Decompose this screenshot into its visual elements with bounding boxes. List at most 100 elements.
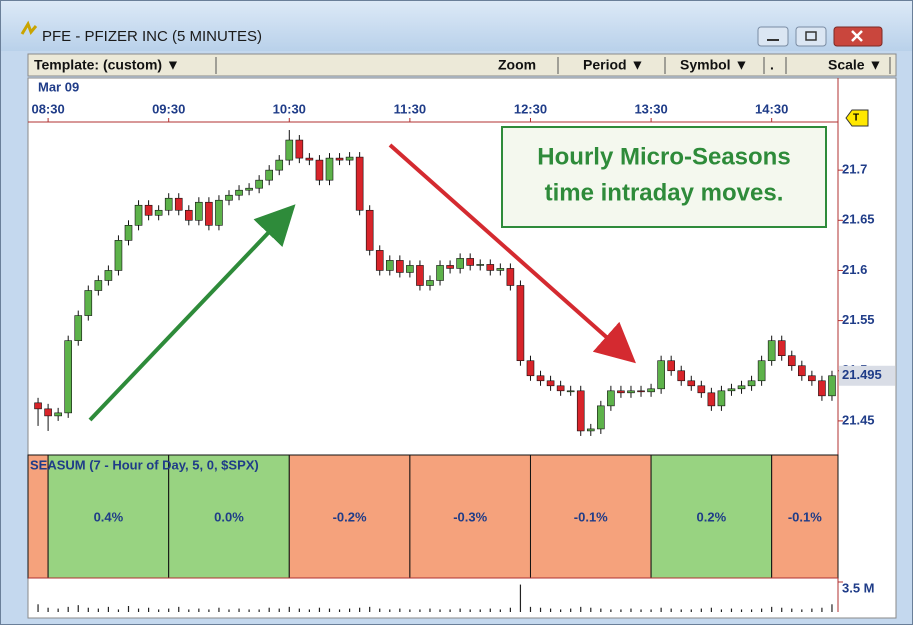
candle-body	[798, 365, 806, 377]
x-tick-label: 12:30	[514, 101, 547, 116]
last-price-label: 21.495	[842, 367, 882, 382]
season-band	[771, 454, 839, 579]
season-value-label: -0.1%	[574, 509, 608, 524]
candle-body	[416, 265, 424, 286]
candle-body	[114, 240, 123, 271]
candle-body	[667, 360, 675, 372]
candle-body	[355, 156, 364, 211]
candle-body	[54, 412, 62, 417]
candle-body	[476, 264, 485, 266]
marker-label: T	[853, 113, 859, 124]
window-title: PFE - PFIZER INC (5 MINUTES)	[42, 28, 262, 45]
candle-body	[64, 340, 72, 414]
season-value-label: 0.2%	[697, 509, 727, 524]
candle-body	[767, 340, 776, 362]
indicator-title: SEASUM (7 - Hour of Day, 5, 0, $SPX)	[30, 457, 259, 472]
candle-body	[345, 156, 354, 161]
y-tick-label: 21.55	[842, 312, 875, 327]
candle-body	[828, 375, 836, 397]
candle-body	[275, 159, 284, 171]
candle-body	[184, 209, 193, 221]
season-band	[27, 454, 49, 579]
season-value-label: 0.4%	[94, 509, 124, 524]
candle-body	[74, 315, 83, 341]
candle-body	[466, 258, 474, 266]
candle-body	[576, 390, 585, 432]
candle-body	[305, 157, 314, 161]
season-value-label: -0.1%	[788, 509, 822, 524]
season-band	[288, 454, 411, 579]
candle-body	[94, 280, 103, 291]
candle-body	[808, 375, 816, 382]
candle-body	[687, 380, 696, 387]
last-price-box	[839, 365, 895, 386]
candle-body	[536, 375, 545, 382]
candle-body	[757, 360, 766, 382]
candle-body	[34, 402, 42, 410]
candle-body	[225, 194, 233, 201]
toolbar-button: Template: (custom) ▼	[34, 57, 180, 73]
candle-body	[205, 201, 213, 226]
down-arrow	[388, 143, 636, 364]
season-band	[168, 454, 290, 579]
candle-body	[526, 360, 535, 377]
candle-body	[285, 139, 294, 161]
candle-body	[195, 201, 203, 221]
candle-body	[375, 250, 384, 271]
candle-body	[647, 388, 655, 393]
candle-body	[174, 197, 183, 211]
season-band	[47, 454, 170, 579]
date-label: Mar 09	[38, 79, 79, 94]
up-arrow	[88, 204, 296, 422]
candle-body	[295, 139, 304, 159]
candle-body	[737, 385, 746, 390]
season-value-label: 0.0%	[214, 509, 244, 524]
candle-body	[436, 265, 444, 281]
candle-body	[446, 265, 454, 269]
x-tick-label: 09:30	[152, 101, 185, 116]
marker-tag	[845, 109, 869, 127]
candle-body	[325, 157, 334, 181]
candle-body	[556, 385, 565, 392]
candle-body	[546, 380, 555, 387]
candle-body	[104, 270, 113, 281]
toolbar-button: Period ▼	[583, 57, 644, 73]
candle-body	[315, 159, 324, 181]
season-band	[529, 454, 652, 579]
candle-body	[586, 428, 595, 432]
close-icon	[851, 30, 863, 42]
y-tick-label: 21.65	[842, 212, 875, 227]
season-value-label: -0.2%	[333, 509, 367, 524]
toolbar-button: Zoom	[498, 57, 536, 73]
candle-body	[617, 390, 625, 394]
candle-body	[506, 268, 515, 286]
candle-body	[215, 199, 223, 226]
candle-body	[607, 390, 615, 407]
maximize-button[interactable]	[795, 26, 827, 47]
candle-body	[657, 360, 665, 390]
toolbar-button: Symbol ▼	[680, 57, 748, 73]
y-tick-label: 21.6	[842, 262, 867, 277]
candle-body	[566, 390, 575, 393]
app-icon	[20, 20, 38, 35]
candle-body	[426, 280, 434, 286]
candle-body	[727, 388, 736, 392]
x-tick-label: 14:30	[755, 101, 788, 116]
candle-body	[747, 380, 756, 387]
x-tick-label: 10:30	[273, 101, 306, 116]
candle-body	[164, 197, 173, 211]
y-tick-label: 21.7	[842, 162, 867, 177]
candle-body	[456, 258, 464, 269]
annotation-text: time intraday moves.	[545, 179, 784, 206]
candle-body	[486, 264, 495, 271]
candle-body	[627, 390, 635, 394]
candle-body	[44, 408, 52, 417]
candle-body	[637, 390, 645, 393]
x-tick-label: 13:30	[634, 101, 667, 116]
candle-body	[707, 392, 716, 407]
candle-body	[406, 265, 414, 273]
season-band	[409, 454, 531, 579]
candle-body	[516, 285, 525, 362]
minimize-button[interactable]	[757, 26, 789, 47]
